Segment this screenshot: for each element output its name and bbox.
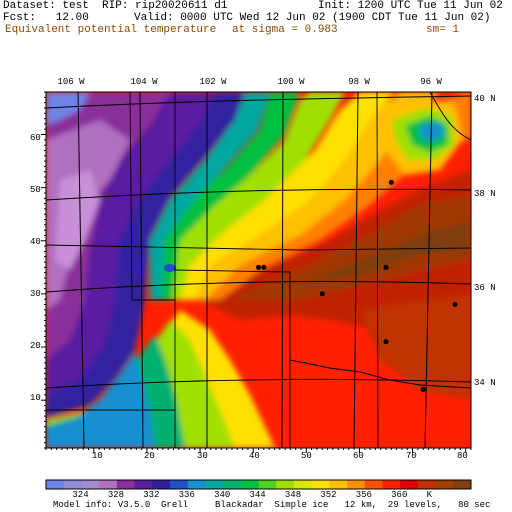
valid-time: Valid: 0000 UTC Wed 12 Jun 02 (1900 CDT …: [134, 12, 491, 24]
colorbar-swatch: [187, 480, 206, 489]
colorbar-swatch: [46, 480, 65, 489]
colorbar-swatch: [205, 480, 224, 489]
city-marker: [256, 264, 261, 270]
colorbar-swatch: [116, 480, 136, 489]
lat-label: 34 N: [474, 378, 496, 388]
colorbar-swatch: [134, 480, 153, 489]
field-level: at sigma = 0.983: [232, 24, 338, 36]
colorbar-swatch: [223, 480, 242, 489]
graticule: [46, 92, 471, 448]
colorbar-swatch: [258, 480, 277, 489]
colorbar-swatch: [311, 480, 330, 489]
colorbar-swatch: [276, 480, 295, 489]
colorbar-label: 348: [284, 490, 302, 500]
lon-label: 104 W: [130, 77, 158, 87]
colorbar-swatch: [169, 480, 189, 489]
grid-y-label: 40: [30, 237, 41, 247]
lon-label: 100 W: [277, 77, 305, 87]
city-marker: [261, 264, 267, 270]
colorbar-swatch: [347, 480, 366, 489]
colorbar-swatch: [417, 480, 437, 489]
lon-label: 106 W: [57, 77, 85, 87]
grid-x-label: 30: [197, 451, 208, 461]
theta-e-field: [46, 92, 471, 448]
city-marker: [420, 387, 426, 393]
lat-label: 40 N: [474, 94, 496, 104]
colorbar-label: 336: [178, 490, 195, 500]
colorbar-label: 340: [214, 490, 231, 500]
grid-x-label: 70: [406, 451, 417, 461]
grid-y-label: 60: [30, 133, 41, 143]
colorbar-label: 352: [320, 490, 337, 500]
grid-x-label: 50: [301, 451, 312, 461]
lon-label: 96 W: [420, 77, 442, 87]
init-time: Init: 1200 UTC Tue 11 Jun 02: [318, 0, 503, 12]
colorbar-label: 360: [391, 490, 408, 500]
model-info: Model info: V3.5.0 Grell Blackadar Simpl…: [53, 500, 491, 510]
grid-y-label: 20: [30, 341, 41, 351]
state-borders: [46, 92, 471, 448]
colorbar-label: 344: [249, 490, 266, 500]
city-marker: [383, 339, 389, 345]
colorbar-label: 332: [143, 490, 160, 500]
lat-label: 38 N: [474, 189, 496, 199]
colorbar-swatch: [240, 480, 259, 489]
forecast-hour: Fcst: 12.00: [3, 12, 89, 24]
grid-x-label: 80: [457, 451, 468, 461]
colorbar-swatch: [382, 480, 401, 489]
grid-x-label: 10: [92, 451, 103, 461]
colorbar-label: 356: [355, 490, 372, 500]
colorbar-swatch: [81, 480, 100, 489]
city-markers: [256, 179, 458, 393]
city-marker: [452, 302, 458, 308]
colorbar-swatch: [329, 480, 348, 489]
colorbar-swatch: [99, 480, 118, 489]
grid-x-label: 40: [249, 451, 260, 461]
colorbar-swatch: [400, 480, 419, 489]
city-marker: [319, 291, 325, 297]
colorbar: [45, 479, 472, 490]
lon-label: 98 W: [348, 77, 370, 87]
lon-label: 102 W: [199, 77, 227, 87]
colorbar-swatch: [63, 480, 82, 489]
colorbar-swatch: [435, 480, 454, 489]
field-smoothing: sm= 1: [426, 24, 460, 36]
colorbar-label: 328: [107, 490, 125, 500]
grid-y-label: 30: [30, 289, 41, 299]
grid-x-label: 20: [144, 451, 155, 461]
grid-x-label: 60: [353, 451, 364, 461]
colorbar-swatch: [364, 480, 383, 489]
colorbar-frame: [45, 479, 472, 490]
lat-label: 36 N: [474, 283, 496, 293]
dataset-info: Dataset: test RIP: rip20020611 d1: [3, 0, 228, 12]
colorbar-swatch: [453, 480, 472, 489]
colorbar-swatch: [293, 480, 313, 489]
grid-y-label: 10: [30, 393, 41, 403]
grid-y-label: 50: [30, 185, 41, 195]
colorbar-label: 324: [72, 490, 89, 500]
city-marker: [388, 179, 394, 185]
grid-ticks: [41, 91, 472, 453]
colorbar-label: K: [426, 490, 432, 500]
colorbar-swatch: [152, 480, 171, 489]
field-name: Equivalent potential temperature: [5, 24, 217, 36]
city-marker: [383, 264, 389, 270]
